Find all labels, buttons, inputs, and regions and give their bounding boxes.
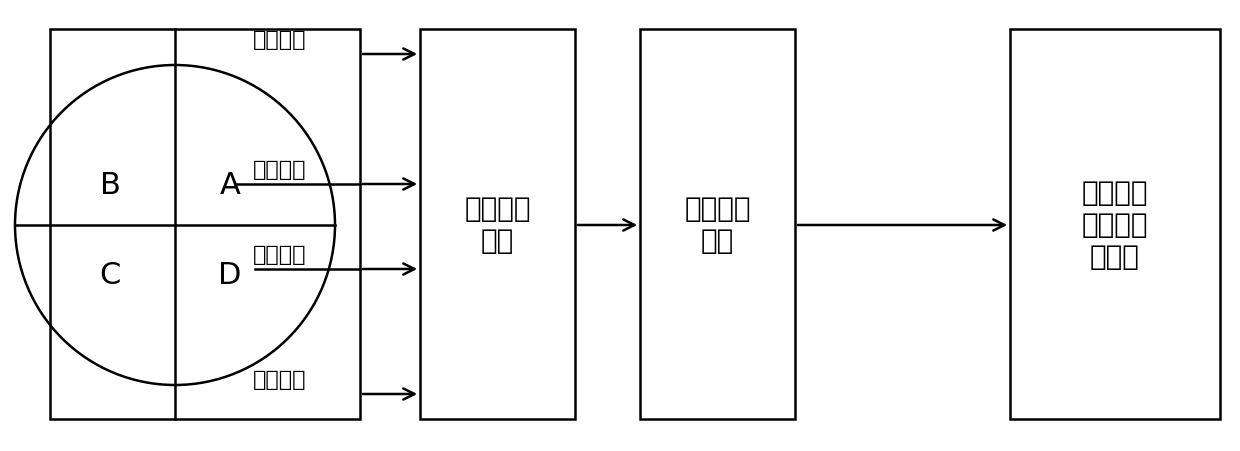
Text: A: A xyxy=(219,170,241,199)
Bar xyxy=(50,30,360,419)
Text: 第一象限: 第一象限 xyxy=(253,160,306,179)
Text: B: B xyxy=(99,170,120,199)
Bar xyxy=(640,30,795,419)
Text: C: C xyxy=(99,260,120,289)
Text: 二级放大
电路: 二级放大 电路 xyxy=(684,194,750,255)
Text: 第二象限: 第二象限 xyxy=(253,30,306,50)
Text: D: D xyxy=(218,260,242,289)
Bar xyxy=(1011,30,1220,419)
Text: 第四象限: 第四象限 xyxy=(253,244,306,264)
Bar xyxy=(420,30,575,419)
Text: 第三象限: 第三象限 xyxy=(253,369,306,389)
Text: 信号输出
至后续处
理电路: 信号输出 至后续处 理电路 xyxy=(1081,178,1148,271)
Text: 一级放大
电路: 一级放大 电路 xyxy=(464,194,531,255)
